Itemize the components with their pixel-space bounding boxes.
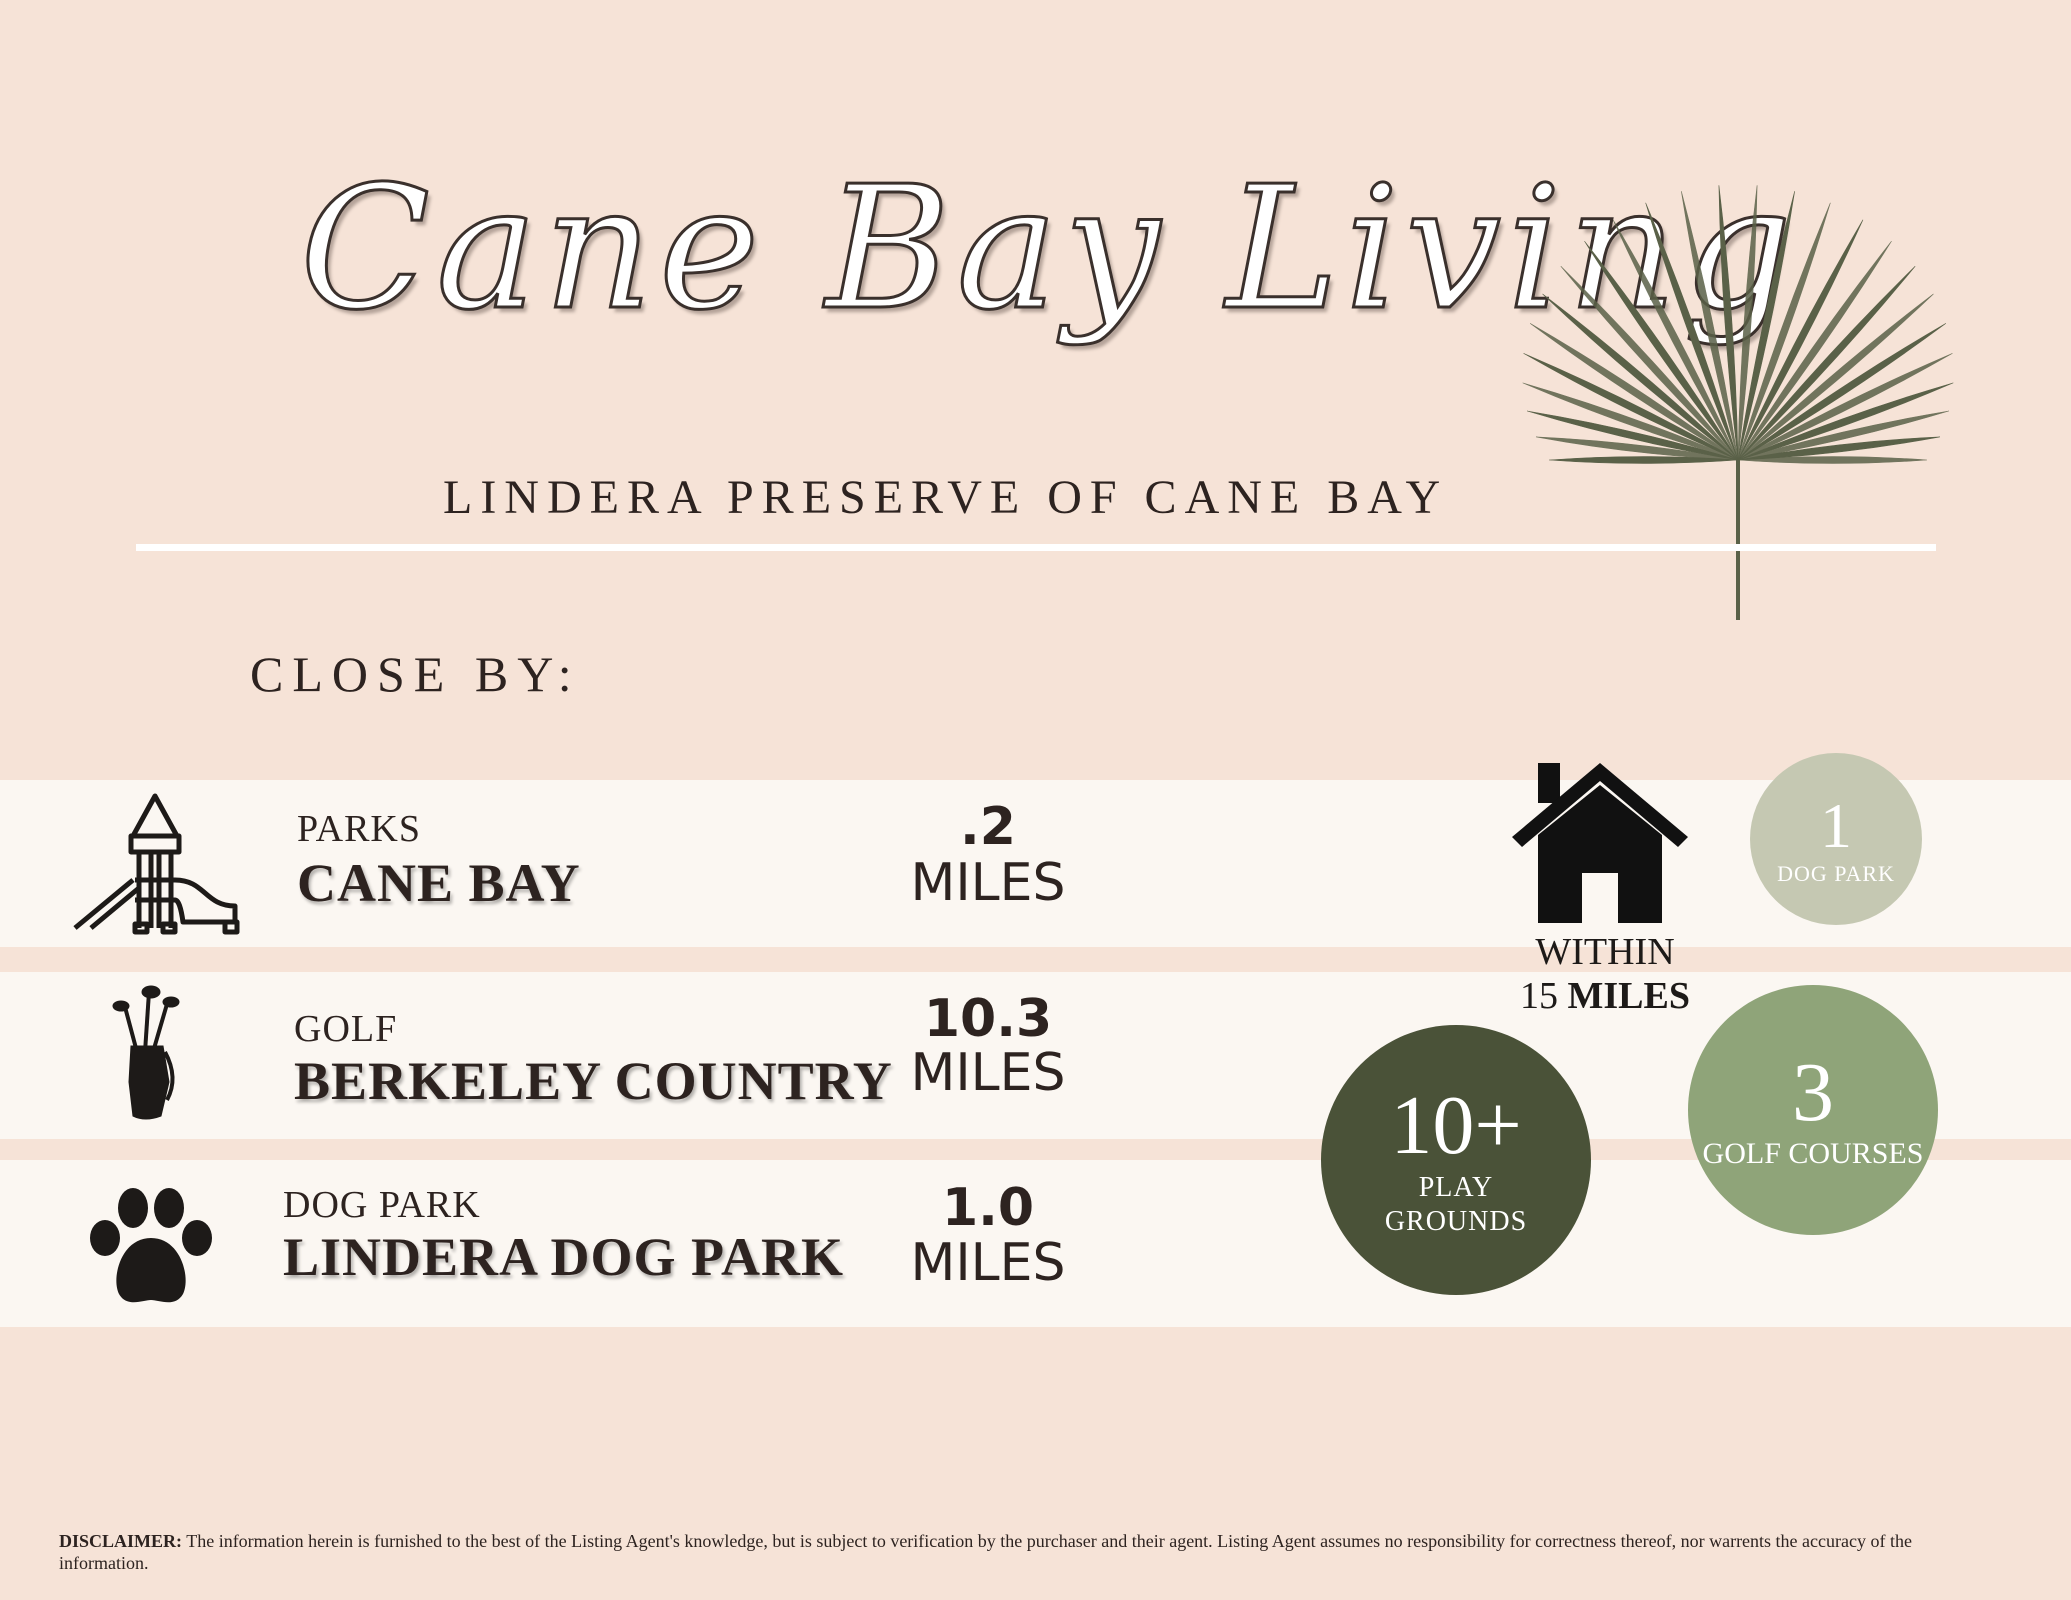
divider — [136, 544, 1936, 551]
golf-bag-icon — [112, 985, 180, 1120]
disclaimer-text: The information herein is furnished to t… — [59, 1531, 1912, 1573]
radius-unit: MILES — [1567, 975, 1690, 1017]
radius-within: WITHIN — [1535, 931, 1675, 973]
row-category: PARKS — [297, 808, 422, 850]
stat-label: GOLF COURSES — [1702, 1137, 1924, 1170]
row-distance: 10.3 — [923, 989, 1053, 1049]
playground-slide-icon — [73, 793, 240, 935]
list-item-parks — [0, 780, 2071, 947]
stat-label-line2: GROUNDS — [1384, 1206, 1528, 1237]
stat-dog-park: 1 DOG PARK — [1750, 753, 1922, 925]
house-icon — [1512, 763, 1688, 923]
palm-leaf-icon — [1522, 185, 1954, 620]
section-heading: CLOSE BY: — [250, 646, 581, 702]
stat-number: 3 — [1792, 1046, 1834, 1139]
stat-playgrounds: 10+ PLAY GROUNDS — [1321, 1025, 1591, 1295]
paw-print-icon — [90, 1188, 212, 1303]
row-place: LINDERA DOG PARK — [283, 1227, 845, 1287]
row-category: GOLF — [294, 1008, 398, 1050]
row-place: BERKELEY COUNTRY — [294, 1051, 893, 1111]
radius-label: WITHIN 15 MILES — [1470, 930, 1740, 1018]
stat-number: 1 — [1820, 790, 1852, 861]
stat-golf-courses: 3 GOLF COURSES — [1688, 985, 1938, 1235]
disclaimer-label: DISCLAIMER: — [59, 1531, 183, 1551]
stat-number: 10+ — [1390, 1079, 1522, 1172]
row-place: CANE BAY — [297, 853, 581, 913]
row-distance: 1.0 — [941, 1178, 1035, 1238]
row-distance: .2 — [960, 797, 1016, 857]
row-category: DOG PARK — [283, 1184, 481, 1226]
row-distance-unit: MILES — [910, 1043, 1066, 1103]
row-distance-unit: MILES — [910, 1233, 1066, 1293]
subtitle: LINDERA PRESERVE OF CANE BAY — [443, 471, 1449, 524]
radius-count: 15 — [1520, 975, 1558, 1017]
disclaimer: DISCLAIMER: The information herein is fu… — [59, 1530, 1959, 1574]
row-distance-unit: MILES — [910, 853, 1066, 913]
stat-label: DOG PARK — [1777, 861, 1895, 886]
page-title: Cane Bay Living — [299, 149, 1798, 350]
stat-label-line1: PLAY — [1418, 1172, 1494, 1203]
